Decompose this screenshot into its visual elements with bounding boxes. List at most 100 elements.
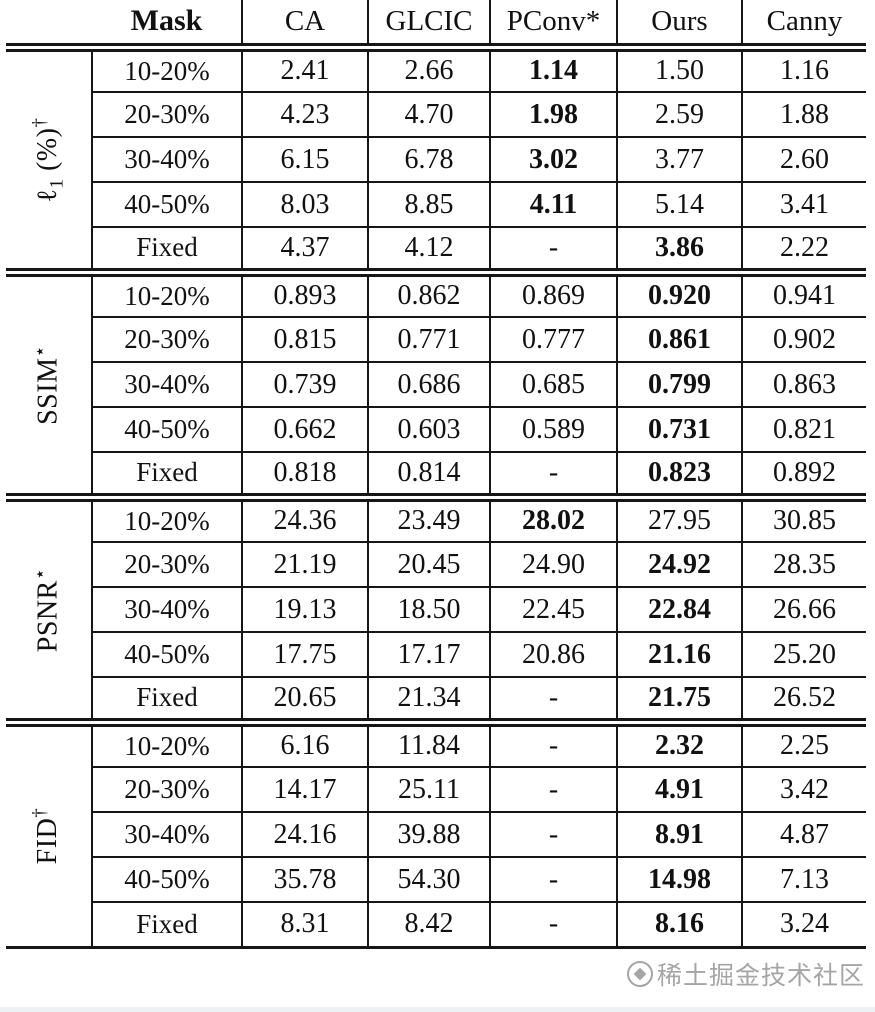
table-row: 20-30% 14.17 25.11 - 4.91 3.42 — [6, 766, 866, 813]
value-cell: 2.32 — [616, 721, 743, 768]
section-ssim: SSIM⋆ 10-20% 0.893 0.862 0.869 0.920 0.9… — [6, 271, 866, 498]
value-cell: 25.20 — [741, 631, 866, 678]
value-cell: 19.13 — [241, 586, 369, 633]
value-cell: 2.25 — [741, 721, 866, 768]
table-row: 40-50% 17.75 17.17 20.86 21.16 25.20 — [6, 631, 866, 678]
value-cell: 21.19 — [241, 541, 369, 588]
value-cell: 3.77 — [616, 136, 743, 183]
value-cell: 2.41 — [241, 46, 369, 93]
value-cell: 20.45 — [367, 541, 491, 588]
table-row: Fixed 0.818 0.814 - 0.823 0.892 — [6, 451, 866, 498]
value-cell: 1.50 — [616, 46, 743, 93]
table-row: 30-40% 19.13 18.50 22.45 22.84 26.66 — [6, 586, 866, 633]
value-cell: 6.15 — [241, 136, 369, 183]
mask-cell: 40-50% — [91, 631, 243, 678]
section-psnr: PSNR⋆ 10-20% 24.36 23.49 28.02 27.95 30.… — [6, 496, 866, 723]
mask-cell: 20-30% — [91, 541, 243, 588]
value-cell: 5.14 — [616, 181, 743, 228]
value-cell: 23.49 — [367, 496, 491, 543]
value-cell: - — [489, 811, 618, 858]
value-cell: 0.814 — [367, 451, 491, 498]
table-row: 40-50% 8.03 8.85 4.11 5.14 3.41 — [6, 181, 866, 228]
juejin-logo-icon — [626, 961, 653, 987]
value-cell: 1.98 — [489, 91, 618, 138]
value-cell: 1.14 — [489, 46, 618, 93]
value-cell: 4.87 — [741, 811, 866, 858]
header-cell-ca: CA — [242, 0, 369, 47]
value-cell: 8.31 — [241, 901, 369, 948]
mask-cell: 20-30% — [91, 91, 243, 138]
header-row: Mask CA GLCIC PConv* Ours Canny — [6, 0, 866, 47]
value-cell: - — [489, 451, 618, 498]
mask-cell: 10-20% — [91, 46, 243, 93]
value-cell: 8.85 — [367, 181, 491, 228]
value-cell: 21.34 — [367, 676, 491, 723]
table-row: 40-50% 35.78 54.30 - 14.98 7.13 — [6, 856, 866, 903]
section-fid: FID† 10-20% 6.16 11.84 - 2.32 2.25 20-30… — [6, 721, 866, 948]
value-cell: - — [489, 226, 618, 273]
header-cell-glcic: GLCIC — [368, 0, 491, 47]
mask-cell: 20-30% — [91, 316, 243, 363]
table-row: 30-40% 0.739 0.686 0.685 0.799 0.863 — [6, 361, 866, 408]
header-cell-canny: Canny — [766, 4, 843, 37]
value-cell: 0.893 — [241, 271, 369, 318]
value-cell: 0.818 — [241, 451, 369, 498]
mask-cell: 40-50% — [91, 406, 243, 453]
value-cell: 39.88 — [367, 811, 491, 858]
value-cell: 0.603 — [367, 406, 491, 453]
watermark: 稀土掘金技术社区 — [626, 956, 865, 992]
value-cell: 3.02 — [489, 136, 618, 183]
table-row: Fixed 8.31 8.42 - 8.16 3.24 — [6, 901, 866, 948]
rotated-metric-text: PSNR⋆ — [29, 567, 63, 652]
value-cell: 4.23 — [241, 91, 369, 138]
value-cell: 17.17 — [367, 631, 491, 678]
value-cell: 1.88 — [741, 91, 866, 138]
value-cell: 0.686 — [367, 361, 491, 408]
table-row: Fixed 20.65 21.34 - 21.75 26.52 — [6, 676, 866, 723]
value-cell: 26.52 — [741, 676, 866, 723]
table-row: SSIM⋆ 10-20% 0.893 0.862 0.869 0.920 0.9… — [6, 271, 866, 497]
value-cell: 0.799 — [616, 361, 743, 408]
mask-cell: 30-40% — [91, 361, 243, 408]
header-cell-pconv: PConv* — [490, 0, 618, 47]
value-cell: 0.739 — [241, 361, 369, 408]
value-cell: 22.84 — [616, 586, 743, 633]
rotated-metric-text: ℓ1 (%)† — [29, 117, 67, 202]
value-cell: 54.30 — [367, 856, 491, 903]
table-row: 20-30% 4.23 4.70 1.98 2.59 1.88 — [6, 91, 866, 138]
mask-cell: 30-40% — [91, 586, 243, 633]
value-cell: 0.662 — [241, 406, 369, 453]
value-cell: 24.36 — [241, 496, 369, 543]
value-cell: 14.98 — [616, 856, 743, 903]
table-row: PSNR⋆ 10-20% 24.36 23.49 28.02 27.95 30.… — [6, 496, 866, 722]
table-row: ℓ1 (%)† 10-20% 2.41 2.66 1.14 1.50 1.16 — [6, 46, 866, 272]
value-cell: 0.863 — [741, 361, 866, 408]
value-cell: 2.60 — [741, 136, 866, 183]
value-cell: 3.42 — [741, 766, 866, 813]
metric-label-ssim: SSIM⋆ — [6, 272, 93, 497]
mask-cell: 10-20% — [91, 721, 243, 768]
watermark-text: 稀土掘金技术社区 — [656, 963, 865, 990]
value-cell: 2.22 — [741, 226, 866, 273]
value-cell: 4.11 — [489, 181, 618, 228]
value-cell: 14.17 — [241, 766, 369, 813]
value-cell: 8.91 — [616, 811, 743, 858]
value-cell: - — [489, 856, 618, 903]
value-cell: 8.16 — [616, 901, 743, 948]
value-cell: 4.12 — [367, 226, 491, 273]
header-cell-ours: Ours — [617, 0, 743, 47]
value-cell: 0.823 — [616, 451, 743, 498]
value-cell: 24.92 — [616, 541, 743, 588]
value-cell: - — [489, 721, 618, 768]
value-cell: 8.42 — [367, 901, 491, 948]
mask-cell: 40-50% — [91, 856, 243, 903]
rotated-metric-text: FID† — [29, 807, 63, 865]
section-l1: ℓ1 (%)† 10-20% 2.41 2.66 1.14 1.50 1.16 … — [6, 46, 866, 273]
value-cell: 1.16 — [741, 46, 866, 93]
mask-cell: 20-30% — [91, 766, 243, 813]
table-row: FID† 10-20% 6.16 11.84 - 2.32 2.25 — [6, 721, 866, 947]
value-cell: 0.902 — [741, 316, 866, 363]
value-cell: 28.02 — [489, 496, 618, 543]
header-cell-mask: Mask — [6, 0, 243, 47]
